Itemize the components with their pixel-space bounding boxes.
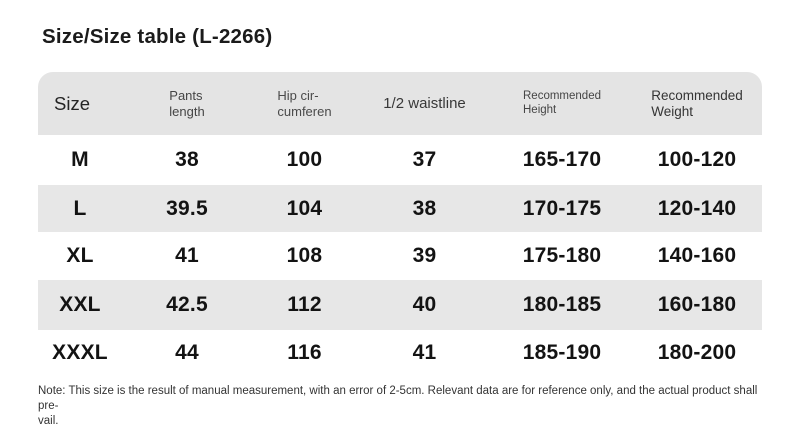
header-label-line: length — [169, 103, 205, 119]
cell-half-waistline: 38 — [412, 196, 437, 220]
cell-size: L — [73, 196, 87, 220]
header-label-line: Hip cir- — [277, 88, 319, 104]
cell-recommended-height: 180-185 — [522, 293, 602, 316]
measurement-note: Note: This size is the result of manual … — [38, 384, 778, 430]
note-line: Note: This size is the result of manual … — [38, 385, 758, 413]
cell-hip-circumference: 100 — [286, 148, 323, 171]
header-label: Pants length — [169, 88, 204, 119]
header-label-line: Height — [523, 103, 557, 116]
cell-pants-length: 44 — [175, 340, 199, 364]
page-title: Size/Size table (L-2266) — [42, 25, 273, 48]
cell-size: XXL — [59, 293, 101, 316]
cell-half-waistline: 39 — [412, 244, 437, 267]
cell-recommended-weight: 120-140 — [657, 196, 737, 220]
table-header-row: Size Pants length Hip cir- cumferen 1/2 … — [38, 72, 762, 135]
cell-recommended-height: 165-170 — [522, 148, 602, 171]
header-label: Recommended Height — [523, 90, 601, 117]
cell-recommended-height: 185-190 — [522, 340, 602, 364]
header-label: 1/2 waistline — [383, 95, 466, 113]
cell-size: XXXL — [52, 340, 108, 364]
cell-size: M — [71, 148, 89, 171]
header-label: Recommended Weight — [651, 88, 743, 120]
column-header-recommended-height: Recommended Height — [492, 72, 632, 135]
size-table: Size Pants length Hip cir- cumferen 1/2 … — [38, 72, 762, 375]
header-label-line: Recommended — [651, 87, 743, 103]
cell-recommended-weight: 160-180 — [657, 293, 737, 316]
header-label-line: Pants — [169, 88, 203, 104]
cell-size: XL — [66, 244, 94, 267]
cell-pants-length: 42.5 — [166, 293, 208, 316]
header-label: Size — [54, 93, 90, 115]
table-row-l: L 39.5 104 38 170-175 120-140 — [38, 185, 762, 232]
cell-hip-circumference: 104 — [286, 196, 323, 220]
cell-half-waistline: 41 — [412, 340, 437, 364]
cell-recommended-height: 175-180 — [522, 244, 602, 267]
header-label-line: Recommended — [523, 89, 601, 102]
cell-hip-circumference: 112 — [287, 293, 322, 316]
column-header-size: Size — [38, 72, 122, 135]
table-row-xl: XL 41 108 39 175-180 140-160 — [38, 232, 762, 280]
header-label-line: Size — [54, 92, 90, 114]
header-label-line: Weight — [651, 103, 693, 119]
column-header-pants-length: Pants length — [122, 72, 252, 135]
cell-hip-circumference: 108 — [286, 244, 323, 267]
cell-pants-length: 41 — [175, 244, 199, 267]
cell-recommended-weight: 140-160 — [657, 244, 737, 267]
cell-hip-circumference: 116 — [287, 340, 322, 364]
header-label-line: cumferen — [277, 103, 332, 119]
column-header-half-waistline: 1/2 waistline — [357, 72, 492, 135]
cell-half-waistline: 40 — [412, 293, 437, 316]
cell-recommended-weight: 180-200 — [657, 340, 737, 364]
column-header-hip-circumference: Hip cir- cumferen — [252, 72, 357, 135]
table-row-xxxl: XXXL 44 116 41 185-190 180-200 — [38, 330, 762, 375]
cell-half-waistline: 37 — [412, 148, 437, 171]
cell-recommended-height: 170-175 — [522, 196, 602, 220]
cell-recommended-weight: 100-120 — [657, 148, 737, 171]
cell-pants-length: 38 — [175, 148, 199, 171]
header-label: Hip cir- cumferen — [277, 88, 331, 119]
header-label-line: 1/2 waistline — [383, 94, 466, 112]
cell-pants-length: 39.5 — [166, 196, 208, 220]
table-row-m: M 38 100 37 165-170 100-120 — [38, 135, 762, 185]
note-line: vail. — [38, 415, 59, 428]
table-row-xxl: XXL 42.5 112 40 180-185 160-180 — [38, 280, 762, 330]
column-header-recommended-weight: Recommended Weight — [632, 72, 762, 135]
